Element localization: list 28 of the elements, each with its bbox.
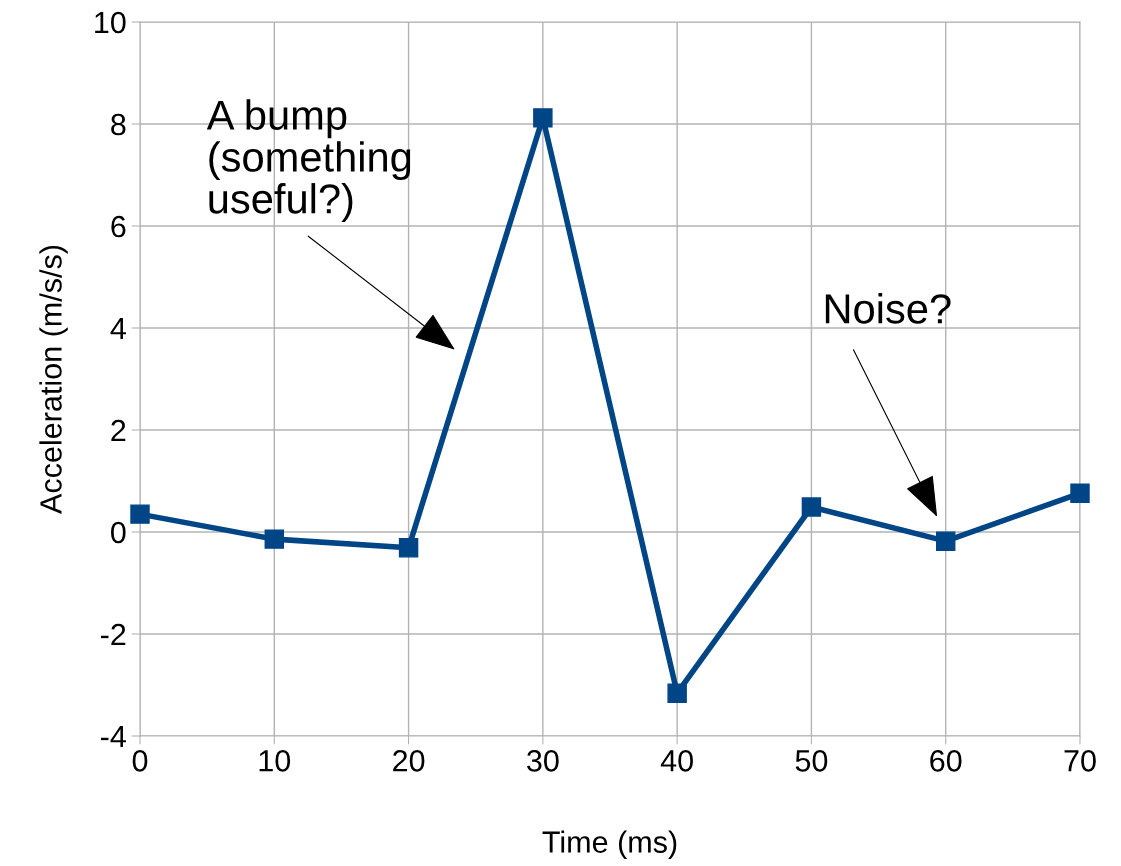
point: [801, 497, 822, 517]
y-tick-label: 0: [111, 521, 126, 544]
x-tick-label: 20: [393, 750, 425, 772]
y-tick-label: 6: [111, 215, 126, 238]
point: [398, 538, 419, 558]
x-axis-title: Time (ms): [542, 830, 677, 859]
x-tick-label: 30: [527, 750, 559, 772]
x-tick-label: 40: [660, 750, 693, 772]
annotation: Noise?: [825, 293, 951, 324]
x-tick-label: 50: [795, 750, 828, 772]
x-tick-label: 70: [1064, 750, 1096, 772]
y-axis-title: Acceleration (m/s/s): [39, 245, 68, 514]
x-tick-label: 10: [259, 750, 291, 772]
point: [533, 108, 553, 128]
x-tick-label: 60: [930, 750, 962, 772]
y-tick-label: 2: [111, 419, 126, 442]
point: [130, 504, 150, 524]
annotation: A bump (something useful?): [206, 99, 411, 222]
y-tick-label: 10: [95, 11, 126, 34]
point: [935, 531, 956, 551]
point: [1070, 483, 1090, 503]
x-tick-label: 0: [132, 750, 148, 772]
point: [264, 529, 285, 549]
y-tick-label: 8: [111, 113, 126, 136]
point: [667, 683, 687, 703]
y-tick-label: 4: [110, 318, 126, 340]
y-tick-label: -2: [101, 623, 126, 646]
y-tick-label: -4: [101, 726, 126, 748]
